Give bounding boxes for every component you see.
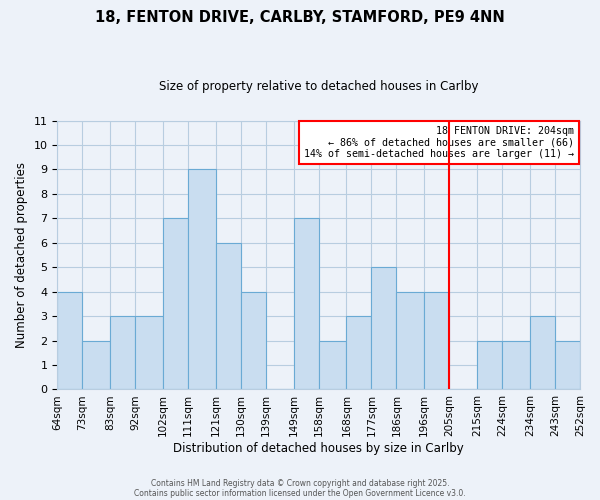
Bar (319, 340, 346, 390)
Bar (110, 316, 135, 390)
Bar (502, 340, 530, 390)
Bar (530, 316, 555, 390)
Text: 18, FENTON DRIVE, CARLBY, STAMFORD, PE9 4NN: 18, FENTON DRIVE, CARLBY, STAMFORD, PE9 … (95, 10, 505, 25)
Text: Contains public sector information licensed under the Open Government Licence v3: Contains public sector information licen… (134, 488, 466, 498)
Bar (293, 218, 319, 390)
Bar (346, 316, 371, 390)
Bar (216, 243, 241, 390)
Bar (371, 267, 397, 390)
Bar (82, 340, 110, 390)
Y-axis label: Number of detached properties: Number of detached properties (15, 162, 28, 348)
Bar (188, 170, 216, 390)
Bar (241, 292, 266, 390)
Bar (135, 316, 163, 390)
Bar (163, 218, 188, 390)
Title: Size of property relative to detached houses in Carlby: Size of property relative to detached ho… (159, 80, 478, 93)
Text: 18 FENTON DRIVE: 204sqm
← 86% of detached houses are smaller (66)
14% of semi-de: 18 FENTON DRIVE: 204sqm ← 86% of detache… (304, 126, 574, 160)
Text: Contains HM Land Registry data © Crown copyright and database right 2025.: Contains HM Land Registry data © Crown c… (151, 478, 449, 488)
Bar (477, 340, 502, 390)
Bar (397, 292, 424, 390)
Bar (555, 340, 580, 390)
X-axis label: Distribution of detached houses by size in Carlby: Distribution of detached houses by size … (173, 442, 464, 455)
Bar (57, 292, 82, 390)
Bar (424, 292, 449, 390)
